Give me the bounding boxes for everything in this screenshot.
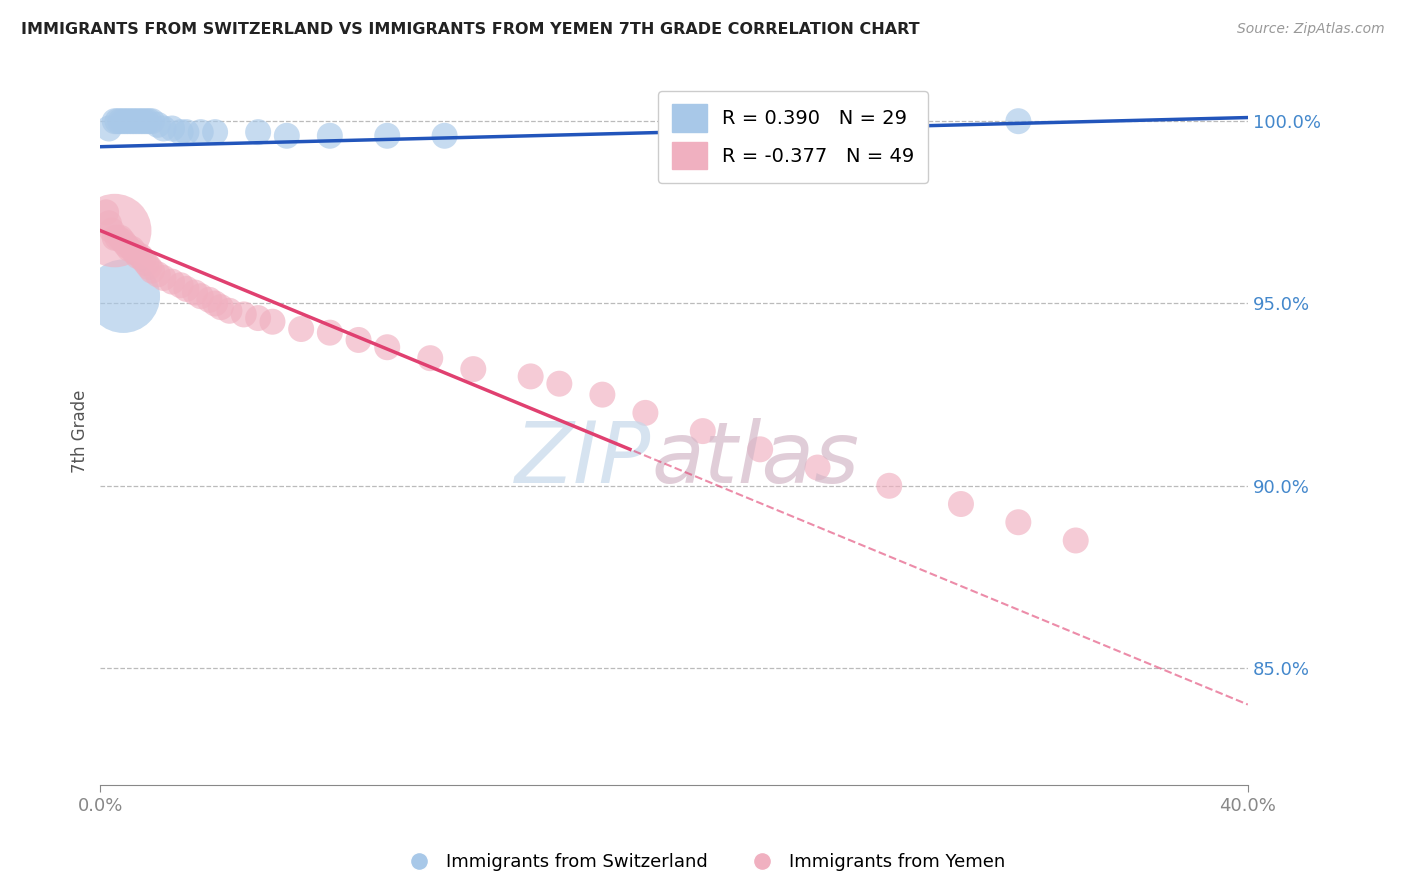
Point — [692, 424, 714, 438]
Point — [152, 121, 174, 136]
Point — [115, 114, 138, 128]
Point — [127, 114, 149, 128]
Point — [276, 128, 298, 143]
Point — [124, 114, 146, 128]
Point — [347, 333, 370, 347]
Text: ZIP: ZIP — [515, 417, 651, 501]
Point — [112, 289, 135, 303]
Point — [170, 278, 193, 293]
Point — [232, 307, 254, 321]
Point — [290, 322, 312, 336]
Point — [138, 260, 160, 274]
Point — [1007, 114, 1029, 128]
Point — [548, 376, 571, 391]
Point — [118, 114, 141, 128]
Point — [634, 406, 657, 420]
Point — [132, 114, 155, 128]
Point — [198, 293, 221, 307]
Point — [138, 114, 160, 128]
Point — [141, 263, 163, 277]
Point — [1064, 533, 1087, 548]
Point — [118, 242, 141, 256]
Point — [121, 242, 143, 256]
Point — [433, 128, 456, 143]
Point — [101, 223, 124, 237]
Text: Source: ZipAtlas.com: Source: ZipAtlas.com — [1237, 22, 1385, 37]
Point — [591, 387, 613, 401]
Text: atlas: atlas — [651, 417, 859, 501]
Point — [152, 271, 174, 285]
Point — [419, 351, 441, 366]
Point — [135, 256, 157, 270]
Point — [749, 442, 772, 457]
Point — [209, 300, 232, 314]
Point — [247, 311, 270, 326]
Point — [124, 245, 146, 260]
Point — [190, 125, 212, 139]
Point — [141, 114, 163, 128]
Point — [115, 238, 138, 252]
Point — [146, 118, 169, 132]
Point — [104, 231, 127, 245]
Point — [127, 249, 149, 263]
Point — [218, 303, 240, 318]
Point — [204, 296, 226, 310]
Point — [132, 252, 155, 267]
Point — [319, 326, 342, 340]
Point — [135, 114, 157, 128]
Point — [104, 223, 127, 237]
Point — [806, 460, 828, 475]
Point — [94, 205, 117, 219]
Point — [247, 125, 270, 139]
Point — [129, 249, 152, 263]
Point — [112, 114, 135, 128]
Point — [160, 275, 183, 289]
Point — [107, 231, 129, 245]
Point — [184, 285, 207, 300]
Point — [110, 114, 132, 128]
Point — [949, 497, 972, 511]
Point — [877, 479, 900, 493]
Legend: Immigrants from Switzerland, Immigrants from Yemen: Immigrants from Switzerland, Immigrants … — [394, 847, 1012, 879]
Point — [97, 216, 120, 230]
Text: IMMIGRANTS FROM SWITZERLAND VS IMMIGRANTS FROM YEMEN 7TH GRADE CORRELATION CHART: IMMIGRANTS FROM SWITZERLAND VS IMMIGRANT… — [21, 22, 920, 37]
Point — [319, 128, 342, 143]
Y-axis label: 7th Grade: 7th Grade — [72, 390, 89, 473]
Point — [519, 369, 541, 384]
Point — [129, 114, 152, 128]
Point — [1007, 515, 1029, 529]
Point — [104, 114, 127, 128]
Point — [97, 121, 120, 136]
Point — [463, 362, 485, 376]
Point — [262, 315, 284, 329]
Point — [375, 340, 398, 354]
Point — [190, 289, 212, 303]
Point — [146, 268, 169, 282]
Point — [112, 235, 135, 249]
Point — [160, 121, 183, 136]
Point — [375, 128, 398, 143]
Point — [121, 114, 143, 128]
Point — [176, 282, 198, 296]
Legend: R = 0.390   N = 29, R = -0.377   N = 49: R = 0.390 N = 29, R = -0.377 N = 49 — [658, 91, 928, 183]
Point — [176, 125, 198, 139]
Point — [110, 231, 132, 245]
Point — [170, 125, 193, 139]
Point — [107, 114, 129, 128]
Point — [204, 125, 226, 139]
